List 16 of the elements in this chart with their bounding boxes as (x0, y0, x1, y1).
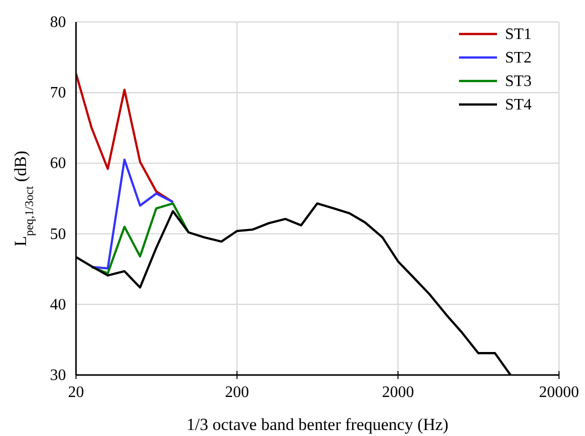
legend-label: ST1 (505, 26, 532, 43)
x-tick-label: 20 (68, 384, 84, 401)
legend-label: ST2 (505, 50, 532, 66)
y-tick-label: 70 (50, 84, 66, 102)
y-tick-label: 30 (50, 367, 66, 384)
x-tick-label: 200 (225, 384, 249, 401)
y-tick-label: 50 (50, 226, 66, 243)
legend-label: ST4 (505, 96, 532, 114)
y-tick-label: 80 (50, 14, 66, 31)
x-tick-label: 2000 (382, 384, 414, 401)
x-axis-title: 1/3 octave band benter frequency (Hz) (186, 415, 448, 434)
x-tick-label: 20000 (539, 384, 579, 401)
y-tick-label: 40 (50, 296, 66, 314)
y-tick-label: 60 (50, 155, 66, 172)
line-series (90, 202, 190, 274)
legend-label: ST3 (505, 73, 532, 90)
